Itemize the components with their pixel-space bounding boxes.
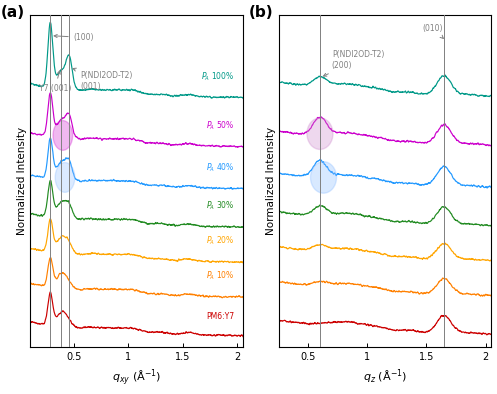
- X-axis label: $q_{xy}$ (Å$^{-1}$): $q_{xy}$ (Å$^{-1}$): [112, 368, 161, 388]
- Y-axis label: Normalized Intensity: Normalized Intensity: [17, 127, 27, 235]
- Text: $P_{\!A}$ 20%: $P_{\!A}$ 20%: [206, 235, 234, 247]
- Text: $P_{\!A}$ 100%: $P_{\!A}$ 100%: [201, 71, 234, 83]
- Text: $P_{\!A}$ 50%: $P_{\!A}$ 50%: [206, 119, 234, 132]
- Y-axis label: Normalized Intensity: Normalized Intensity: [266, 127, 276, 235]
- Text: (b): (b): [249, 5, 273, 20]
- Ellipse shape: [307, 118, 333, 149]
- Text: $P_{\!A}$ 30%: $P_{\!A}$ 30%: [206, 200, 234, 212]
- Text: (010): (010): [423, 24, 443, 39]
- X-axis label: $q_z$ (Å$^{-1}$): $q_z$ (Å$^{-1}$): [363, 368, 407, 386]
- Text: (100): (100): [54, 33, 94, 42]
- Ellipse shape: [53, 121, 73, 150]
- Text: (a): (a): [0, 5, 24, 20]
- Text: $P_{\!A}$ 10%: $P_{\!A}$ 10%: [206, 270, 234, 282]
- Ellipse shape: [55, 163, 75, 192]
- Text: P(NDI2OD-T2)
(200): P(NDI2OD-T2) (200): [324, 50, 384, 76]
- Text: Y7 (001): Y7 (001): [39, 71, 71, 93]
- Text: $P_{\!A}$ 40%: $P_{\!A}$ 40%: [206, 162, 234, 174]
- Ellipse shape: [311, 162, 336, 193]
- Text: PM6:Y7: PM6:Y7: [206, 312, 234, 321]
- Text: P(NDI2OD-T2)
(001): P(NDI2OD-T2) (001): [73, 68, 133, 91]
